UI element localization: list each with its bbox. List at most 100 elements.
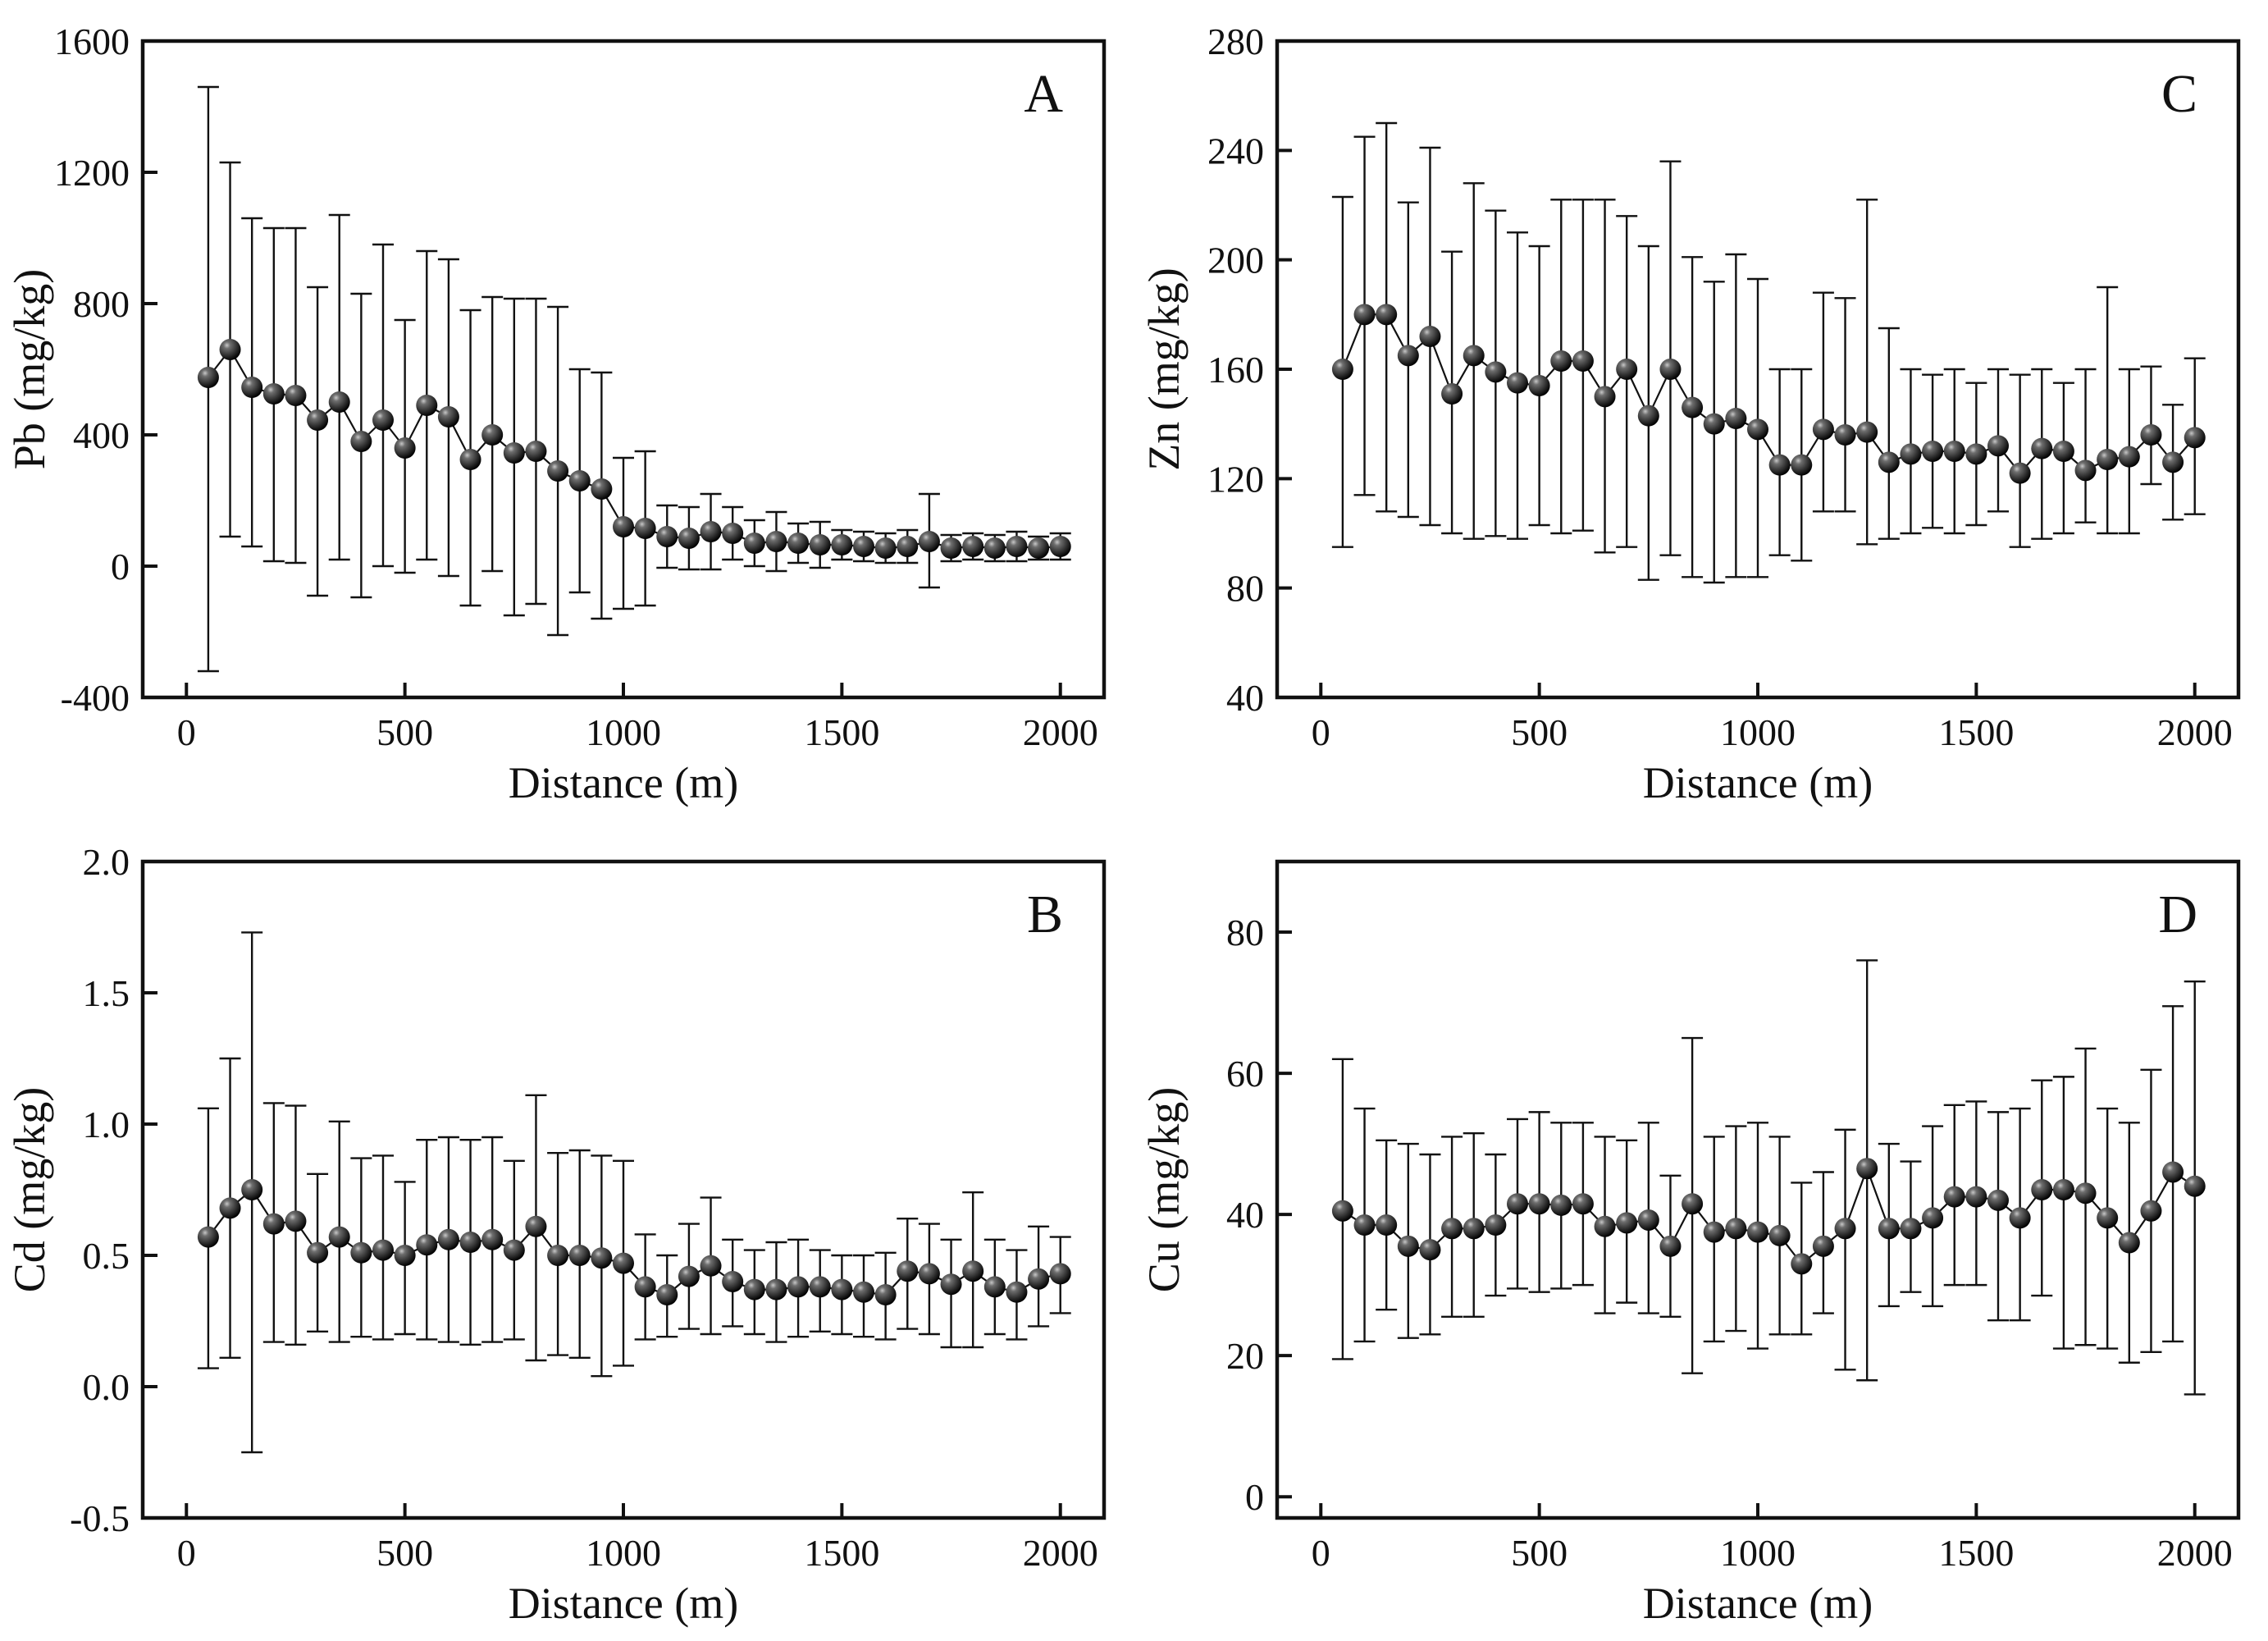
data-point-marker: [1006, 1281, 1028, 1303]
data-point-marker: [809, 534, 831, 555]
data-point-marker: [983, 537, 1006, 559]
data-point-marker: [2184, 427, 2206, 449]
data-point-marker: [481, 424, 504, 446]
data-point-marker: [1594, 1215, 1616, 1237]
data-point-marker: [1725, 408, 1747, 429]
data-point-markers: [197, 339, 1071, 559]
data-point-marker: [656, 526, 678, 547]
y-tick-label: 0: [111, 546, 130, 587]
data-point-marker: [416, 1234, 438, 1256]
data-point-marker: [591, 478, 613, 500]
data-point-marker: [1049, 536, 1071, 557]
data-point-marker: [678, 528, 700, 549]
data-point-marker: [743, 1278, 765, 1300]
data-point-marker: [1006, 536, 1028, 557]
data-point-marker: [722, 523, 744, 544]
y-tick-label: 40: [1226, 1194, 1264, 1236]
data-point-marker: [1507, 372, 1528, 394]
data-point-marker: [1572, 1193, 1594, 1215]
data-point-marker: [897, 1260, 919, 1282]
data-point-marker: [962, 536, 984, 557]
panel-c-zn-chart: 0 500 1000 1500 2000 40 80 120 160 200 240 280 Zn (m…: [1134, 0, 2268, 820]
y-tick-label: 1600: [54, 21, 130, 62]
data-point-marker: [2140, 1200, 2162, 1222]
data-point-marker: [874, 1284, 897, 1305]
data-point-marker: [1594, 386, 1616, 408]
panel-letter: B: [1027, 884, 1063, 944]
data-point-marker: [1637, 1209, 1659, 1231]
data-point-marker: [1965, 1186, 1987, 1208]
series-line: [1342, 1165, 2196, 1265]
data-point-marker: [1441, 383, 1463, 405]
data-point-marker: [1528, 375, 1550, 396]
x-axis-ticks: 0 500 1000 1500 2000: [177, 1503, 1098, 1574]
data-point-marker: [1528, 1193, 1550, 1215]
data-point-marker: [940, 1273, 962, 1296]
x-tick-label: 1000: [586, 711, 661, 753]
x-axis-title: Distance (m): [1643, 1579, 1873, 1628]
data-point-marker: [1376, 304, 1398, 326]
data-point-marker: [547, 1245, 569, 1266]
y-tick-label: 240: [1207, 130, 1264, 171]
data-point-marker: [1768, 454, 1791, 476]
data-point-marker: [219, 339, 241, 360]
y-axis-title: Cu (mg/kg): [1139, 1087, 1189, 1293]
y-tick-label: -0.5: [70, 1497, 130, 1539]
y-tick-label: 200: [1207, 240, 1264, 281]
x-tick-label: 2000: [2157, 1532, 2233, 1574]
data-point-marker: [2009, 1207, 2031, 1229]
data-point-marker: [2097, 1207, 2119, 1229]
x-tick-label: 2000: [1023, 1532, 1098, 1574]
data-point-marker: [1747, 418, 1768, 441]
y-tick-label: -400: [61, 677, 130, 719]
data-point-marker: [1637, 405, 1659, 427]
panel-d-cu-chart: 0 500 1000 1500 2000 0 20 40 60 80 Cu (mg/kg) Dista…: [1134, 820, 2268, 1641]
data-point-marker: [1550, 350, 1572, 372]
y-axis-title: Cd (mg/kg): [5, 1087, 54, 1293]
data-point-marker: [787, 1276, 810, 1298]
data-point-marker: [2052, 441, 2074, 462]
x-axis-ticks: 0 500 1000 1500 2000: [1312, 1503, 2233, 1574]
data-point-marker: [2118, 1232, 2140, 1254]
y-tick-label: 40: [1226, 677, 1264, 719]
data-point-marker: [1791, 1253, 1813, 1275]
y-axis-ticks: -400 0 400 800 1200 1600: [54, 21, 157, 719]
data-point-marker: [2031, 437, 2053, 459]
data-point-marker: [1878, 451, 1900, 473]
data-point-marker: [765, 531, 787, 552]
y-tick-label: 80: [1226, 912, 1264, 953]
y-tick-label: 800: [73, 283, 130, 325]
data-point-marker: [1747, 1221, 1768, 1243]
data-point-marker: [1353, 1214, 1376, 1236]
pb-chart-svg: 0 500 1000 1500 2000 -400 0 400 800 1200 1600 Pb (m…: [5, 21, 1107, 807]
data-point-marker: [1485, 1214, 1507, 1236]
data-point-marker: [394, 1245, 416, 1266]
data-point-marker: [809, 1276, 831, 1298]
data-point-marker: [1463, 345, 1485, 367]
y-axis-ticks: -0.5 0.0 0.5 1.0 1.5 2.0: [70, 841, 157, 1539]
series-line: [1341, 313, 2196, 475]
data-point-marker: [2074, 459, 2097, 482]
x-tick-label: 500: [376, 1532, 433, 1574]
x-axis-title: Distance (m): [1643, 758, 1873, 807]
data-point-marker: [1900, 443, 1922, 465]
panel-letter: D: [2158, 884, 2197, 944]
data-point-marker: [503, 1239, 525, 1261]
data-point-marker: [787, 533, 810, 554]
y-tick-label: 2.0: [83, 841, 130, 883]
x-tick-label: 1500: [1938, 711, 2014, 753]
series-line: [208, 348, 1061, 550]
x-axis-title: Distance (m): [509, 758, 738, 807]
x-tick-label: 1000: [1720, 1532, 1796, 1574]
data-point-markers: [197, 1179, 1071, 1305]
x-tick-label: 2000: [2157, 711, 2233, 753]
x-tick-label: 0: [1312, 1532, 1330, 1574]
data-point-marker: [1049, 1263, 1071, 1285]
data-point-marker: [656, 1284, 678, 1305]
data-point-marker: [525, 441, 547, 462]
y-tick-label: 60: [1226, 1053, 1264, 1095]
data-point-marker: [285, 1210, 307, 1232]
data-point-marker: [1028, 537, 1050, 559]
y-axis-ticks: 0 20 40 60 80: [1226, 912, 1292, 1518]
